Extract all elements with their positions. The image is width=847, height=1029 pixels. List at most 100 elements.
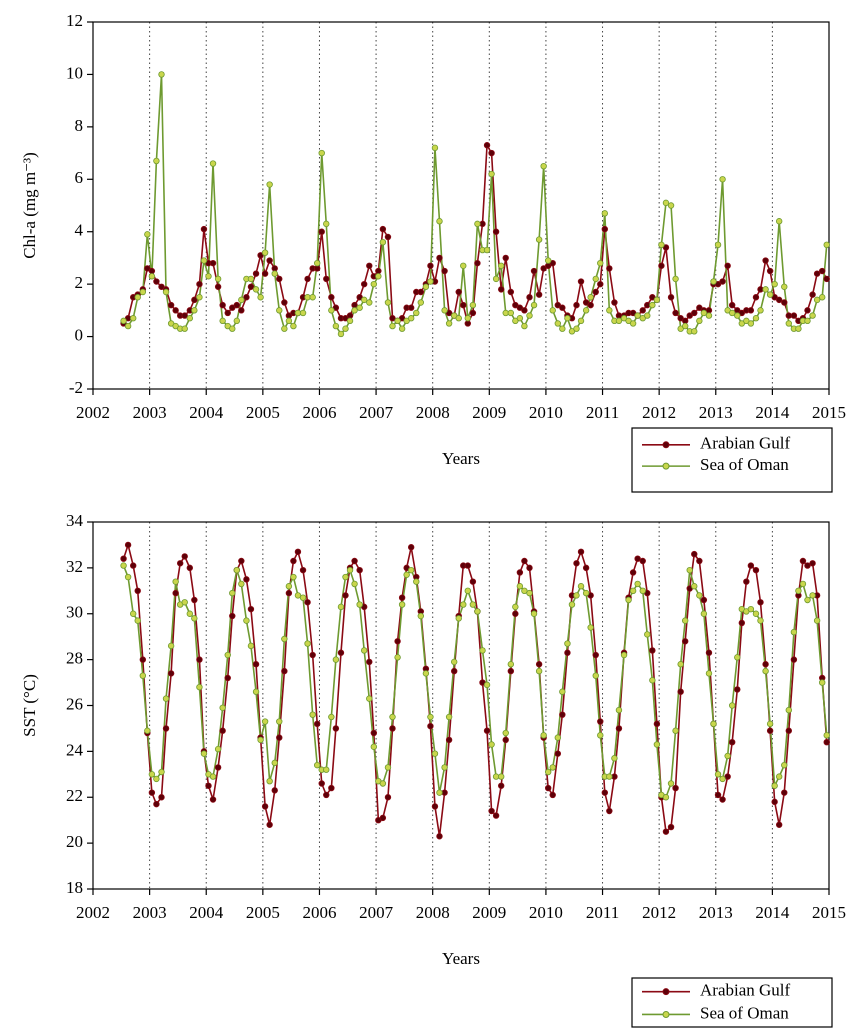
y-tick-label: 28 [66,649,83,668]
data-point [342,592,349,599]
data-point [337,330,345,338]
data-point [455,288,462,296]
legend-marker [662,988,670,996]
data-point [417,299,425,306]
data-point [294,548,302,556]
data-point [441,307,448,314]
data-point [672,275,679,283]
legend-marker [662,1010,670,1018]
data-point [762,661,769,668]
data-point [497,262,505,269]
data-point [124,541,132,549]
data-point [559,711,566,718]
data-point [243,617,250,624]
data-point [290,573,297,581]
data-point [431,803,439,810]
data-point [238,296,245,304]
data-point [577,583,585,590]
data-point [299,309,307,317]
data-point [247,605,255,613]
x-tick-label: 2015 [812,403,846,422]
data-point [332,322,340,330]
data-point [229,612,236,620]
data-point [813,617,821,624]
data-point [535,667,543,675]
data-point [606,807,613,815]
data-point [743,578,750,585]
legend-label: Arabian Gulf [700,434,791,453]
x-tick-label: 2002 [76,403,110,422]
data-point [299,566,307,574]
data-point [582,564,590,572]
data-point [351,301,358,309]
data-point [370,729,378,737]
data-point [724,773,731,780]
data-point [328,713,335,721]
data-point [667,202,675,209]
data-point [261,803,269,810]
data-point [790,656,798,663]
data-point [464,320,471,327]
data-point [700,610,708,617]
data-point [266,821,273,828]
data-point [224,674,231,682]
data-point [252,661,260,668]
data-point [427,722,434,730]
data-point [700,596,708,604]
data-point [781,299,788,306]
data-point [601,210,609,217]
data-point [261,270,269,277]
data-point [181,599,188,606]
data-point [281,299,288,306]
data-point [483,727,491,734]
data-point [124,322,132,330]
data-point [813,296,821,304]
data-point [313,720,321,728]
data-point [738,619,746,627]
data-point [384,299,392,306]
data-point [451,658,458,666]
data-point [276,307,283,314]
data-point [775,218,783,225]
data-point [516,583,524,590]
data-point [728,739,736,746]
data-point [436,789,443,796]
data-point [153,775,160,783]
data-point [200,257,208,264]
legend-box [631,427,833,493]
data-point [497,773,505,780]
data-point [677,688,684,695]
data-point [464,315,471,322]
data-point [469,578,477,585]
data-point [360,647,368,654]
data-point [356,566,363,574]
data-point [351,307,358,314]
data-point [639,587,646,595]
data-point [502,254,509,262]
data-point [158,768,165,776]
data-point [413,578,420,585]
data-point [209,796,217,803]
data-point [544,768,552,776]
data-point [587,294,594,301]
data-point [394,638,401,645]
data-point [752,610,760,617]
data-point [662,794,670,801]
data-point [521,322,528,330]
data-point [261,249,269,256]
data-point [705,312,713,319]
data-point [587,624,594,631]
data-point [790,628,798,636]
data-point [342,573,349,581]
data-point [691,550,698,558]
x-tick-label: 2007 [359,403,394,422]
data-point [120,562,127,569]
y-tick-label: 34 [66,511,84,530]
data-point [124,573,132,581]
data-point [209,259,217,267]
data-point [351,557,358,565]
x-tick-label: 2008 [416,903,450,922]
x-tick-label: 2012 [642,403,676,422]
data-point [153,800,160,808]
